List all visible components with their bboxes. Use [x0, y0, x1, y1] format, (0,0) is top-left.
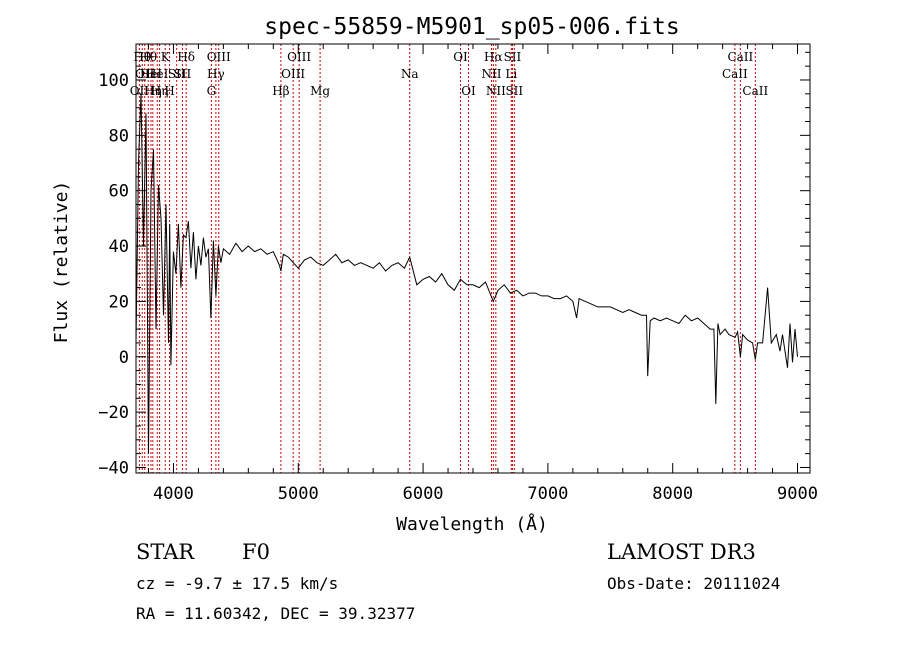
x-tick-label: 4000: [153, 484, 194, 504]
x-tick-label: 5000: [278, 484, 319, 504]
spectral-line-label: NII: [481, 67, 501, 81]
coordinates-text: RA = 11.60342, DEC = 39.32377: [136, 604, 415, 623]
survey-name: LAMOST DR3: [607, 540, 756, 564]
observation-date: Obs-Date: 20111024: [607, 574, 780, 593]
y-tick-label: 60: [109, 182, 129, 202]
y-tick-label: 80: [109, 126, 129, 146]
spectral-line-label: OII: [130, 84, 150, 98]
y-tick-label: 40: [109, 237, 129, 257]
redshift-text: cz = -9.7 ± 17.5 km/s: [136, 574, 338, 593]
spectral-line-label: SII: [504, 50, 522, 64]
plot-frame: [135, 43, 811, 474]
spectral-line-label: OIII: [207, 50, 231, 64]
y-tick-label: 20: [109, 292, 129, 312]
spectral-line-label: Hβ: [272, 84, 289, 98]
y-axis-label: Flux (relative): [51, 181, 72, 344]
x-tick-label: 9000: [777, 484, 818, 504]
spectral-line-label: SII: [168, 67, 186, 81]
spectral-line-label: SII: [505, 84, 523, 98]
chart-title: spec-55859-M5901_sp05-006.fits: [264, 14, 679, 40]
x-tick-label: 7000: [527, 484, 568, 504]
object-subclass: F0: [242, 540, 270, 564]
spectral-line-label: Hη: [144, 84, 162, 98]
spectral-line-label: SII: [174, 67, 192, 81]
spectral-line-label: OII: [135, 67, 155, 81]
object-class: STAR: [136, 540, 195, 564]
spectral-line-label: Hθ: [139, 50, 157, 64]
spectral-line-label: G: [207, 84, 217, 98]
spectral-line-label: OI: [461, 84, 476, 98]
spectral-line-label: NII: [486, 84, 506, 98]
spectral-line-label: OI: [453, 50, 468, 64]
spectral-line-label: Na: [401, 67, 419, 81]
y-tick-label: 100: [98, 71, 129, 91]
spectral-line-label: HeI: [146, 67, 169, 81]
spectral-line-label: CaII: [722, 67, 748, 81]
spectral-line-label: CaII: [742, 84, 768, 98]
spectrum-series-line: [135, 93, 798, 454]
spectral-line-label: Mg: [310, 84, 330, 98]
spectral-line-label: Hη: [151, 84, 169, 98]
spectral-line-label: H: [164, 84, 174, 98]
axis-ticks: 4000 5000 6000 7000 8000 9000 −40 −20 0 20 40 60 80 1…: [98, 44, 818, 504]
spectral-line-label: HeI: [140, 67, 163, 81]
spectral-line-label: Li: [505, 67, 517, 81]
spectral-line-label: Hθ: [133, 50, 151, 64]
spectral-line-label: OIII: [287, 50, 311, 64]
spectral-line-label: Hγ: [207, 67, 225, 81]
spectral-line-label: OIII: [281, 67, 305, 81]
x-tick-label: 6000: [403, 484, 444, 504]
y-tick-label: 0: [119, 348, 129, 368]
spectral-line-label: CaII: [727, 50, 753, 64]
y-tick-label: −40: [98, 458, 129, 478]
x-tick-label: 8000: [652, 484, 693, 504]
spectral-line-label: Hδ: [177, 50, 195, 64]
y-tick-label: −20: [98, 403, 129, 423]
spectral-line-label: Hα: [484, 50, 503, 64]
spectral-line-label: K: [161, 50, 171, 64]
x-axis-label: Wavelength (Å): [396, 513, 548, 535]
spectral-line-labels: OIIHθOIIHθHeIHηHeIHηKHSIISIIHδGHγOIIIHβO…: [130, 50, 769, 98]
spectral-line-markers: [138, 44, 756, 473]
